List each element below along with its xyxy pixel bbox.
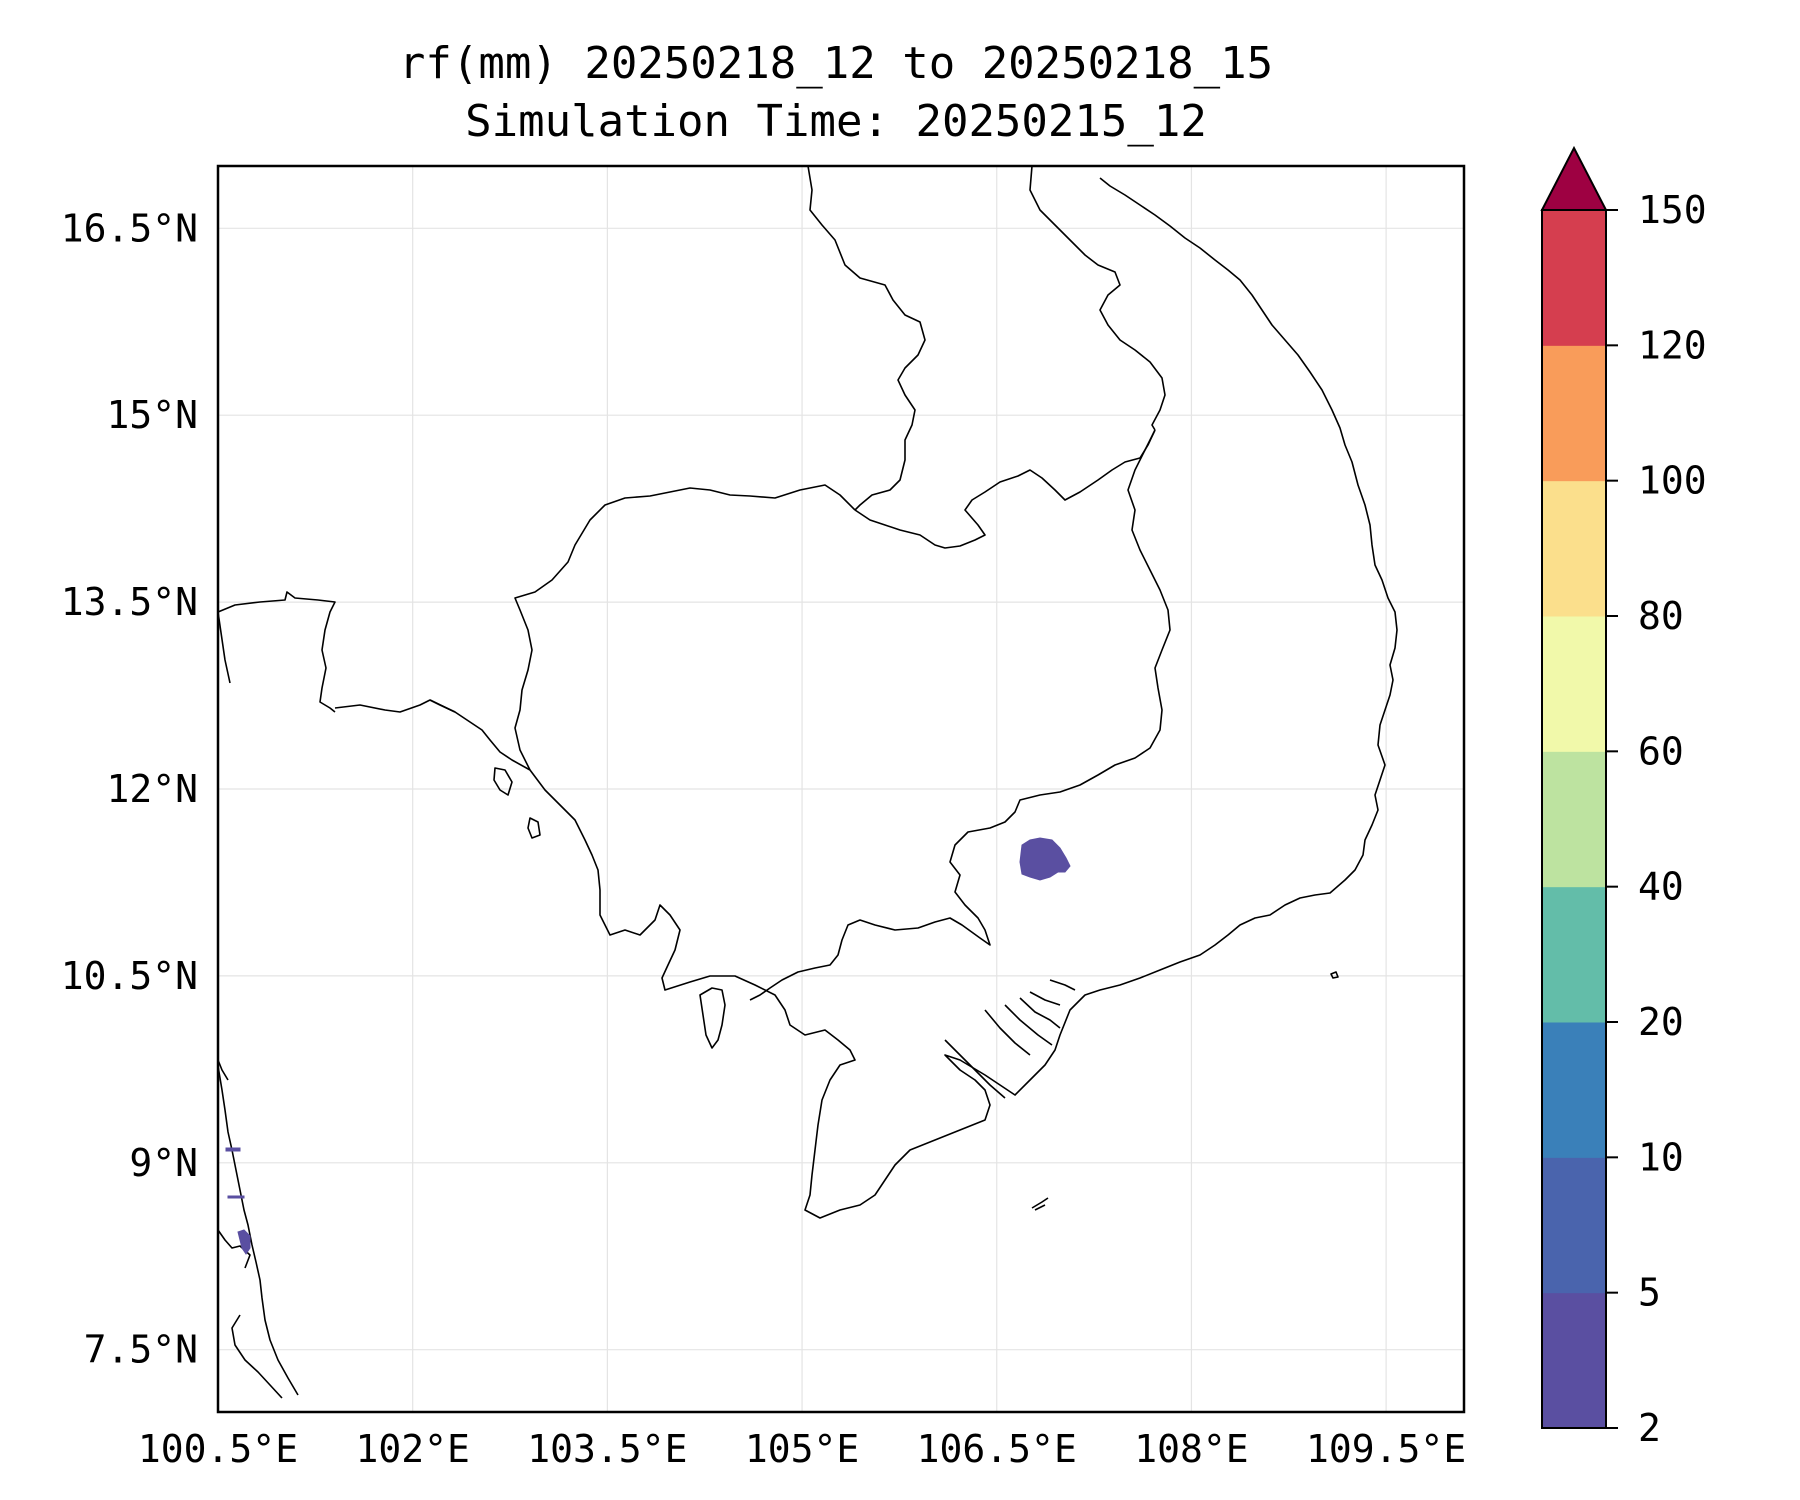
colorbar-tick-label: 150: [1638, 188, 1707, 232]
colorbar-tick-label: 10: [1638, 1135, 1684, 1179]
coastline-indochina: [217, 177, 1398, 1219]
colorbar-band: [1542, 480, 1606, 617]
longitude-tick-label: 108°E: [1134, 1427, 1248, 1471]
colorbar-tick-label: 5: [1638, 1271, 1661, 1315]
colorbar-band: [1542, 1292, 1606, 1429]
colorbar-tick-label: 2: [1638, 1406, 1661, 1450]
colorbar-tick-label: 40: [1638, 865, 1684, 909]
rain-cell-southwest: [237, 1229, 251, 1255]
longitude-tick-labels: 100.5°E 102°E 103.5°E 105°E 106.5°E 108°E 109.…: [138, 1427, 1466, 1471]
latitude-tick-label: 13.5°N: [61, 580, 198, 624]
colorbar-tick-label: 20: [1638, 1000, 1684, 1044]
longitude-tick-label: 109.5°E: [1306, 1427, 1466, 1471]
latitude-tick-label: 7.5°N: [84, 1328, 198, 1372]
colorbar-band: [1542, 345, 1606, 482]
rain-streak-1: [225, 1147, 241, 1152]
longitude-tick-label: 105°E: [745, 1427, 859, 1471]
border-laos-cambodia: [854, 429, 1156, 549]
colorbar-extend-arrow: [1540, 145, 1608, 211]
map-title-line1: rf(mm) 20250218_12 to 20250218_15: [399, 38, 1273, 89]
colorbar-tick-label: 100: [1638, 459, 1707, 503]
colorbar-band: [1542, 886, 1606, 1023]
border-thailand-myanmar: [217, 591, 336, 713]
latitude-tick-label: 16.5°N: [61, 206, 198, 250]
colorbar-tick-label: 120: [1638, 323, 1707, 367]
longitude-tick-label: 100.5°E: [138, 1427, 298, 1471]
latitude-tick-label: 12°N: [106, 767, 198, 811]
coastline-samui-region: [217, 1229, 251, 1269]
border-thailand-malaysia: [217, 1059, 229, 1081]
island-phu-quy: [1330, 971, 1339, 979]
longitude-tick-label: 102°E: [355, 1427, 469, 1471]
border-cambodia-vietnam: [749, 429, 1171, 1001]
rainfall-contours: [225, 837, 1071, 1255]
coastlines-and-borders: [217, 165, 1398, 1399]
colorbar: 2 5 10 20 40 60 80 100 120 150: [1540, 145, 1707, 1450]
latitude-tick-labels: 16.5°N 15°N 13.5°N 12°N 10.5°N 9°N 7.5°N: [61, 206, 198, 1371]
rain-streak-2: [227, 1195, 245, 1199]
coastline-southern-thailand: [231, 1314, 283, 1399]
map-title-line2: Simulation Time: 20250215_12: [465, 96, 1207, 147]
border-thailand-cambodia: [334, 484, 856, 771]
latitude-tick-label: 10.5°N: [61, 954, 198, 998]
island-kong: [493, 767, 513, 796]
latitude-tick-label: 9°N: [129, 1141, 198, 1185]
colorbar-band: [1542, 616, 1606, 752]
map-frame: [216, 164, 1466, 1414]
colorbar-band: [1542, 1157, 1606, 1294]
colorbar-tick-label: 80: [1638, 594, 1684, 638]
island-phu-quoc: [699, 987, 726, 1049]
colorbar-tick-label: 60: [1638, 729, 1684, 773]
border-laos-vietnam: [1029, 165, 1166, 431]
latitude-tick-label: 15°N: [106, 393, 198, 437]
rain-cell-central: [1019, 837, 1071, 881]
colorbar-band: [1542, 751, 1606, 888]
colorbar-band: [1542, 210, 1606, 346]
longitude-tick-label: 106.5°E: [917, 1427, 1077, 1471]
island-chang: [527, 817, 541, 839]
mekong-delta-lines: [944, 979, 1076, 1099]
map-panel: 100.5°E 102°E 103.5°E 105°E 106.5°E 108°E 109.…: [61, 164, 1466, 1471]
border-laos-thailand: [807, 165, 926, 511]
longitude-tick-label: 103.5°E: [527, 1427, 687, 1471]
coastline-malay-peninsula: [217, 1065, 299, 1396]
colorbar-band: [1542, 1022, 1606, 1158]
graticule: [217, 166, 1464, 1412]
island-con-son: [1031, 1197, 1049, 1211]
colorbar-frame: [1541, 209, 1607, 1429]
